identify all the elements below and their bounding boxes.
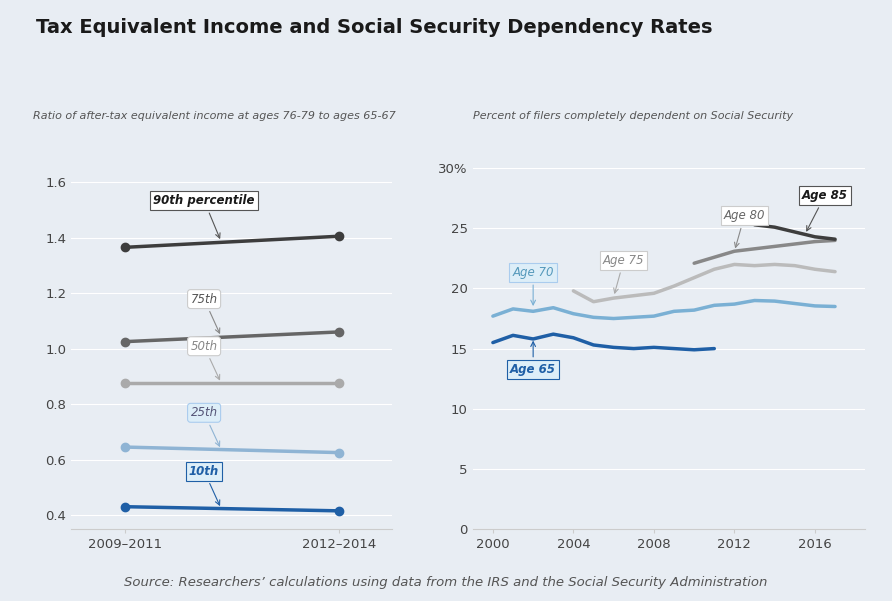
Text: Source: Researchers’ calculations using data from the IRS and the Social Securit: Source: Researchers’ calculations using … <box>124 576 768 589</box>
Text: Percent of filers completely dependent on Social Security: Percent of filers completely dependent o… <box>473 111 793 121</box>
Text: 50th: 50th <box>191 340 219 380</box>
Text: 75th: 75th <box>191 293 219 333</box>
Text: 90th percentile: 90th percentile <box>153 194 255 238</box>
Text: Age 80: Age 80 <box>723 209 765 248</box>
Text: Age 65: Age 65 <box>510 342 556 376</box>
Text: Age 85: Age 85 <box>802 189 848 231</box>
Text: Age 70: Age 70 <box>512 266 554 305</box>
Text: Ratio of after-tax equivalent income at ages 76-79 to ages 65-67: Ratio of after-tax equivalent income at … <box>33 111 395 121</box>
Text: Age 75: Age 75 <box>603 254 644 293</box>
Text: 10th: 10th <box>189 465 219 505</box>
Text: Tax Equivalent Income and Social Security Dependency Rates: Tax Equivalent Income and Social Securit… <box>36 18 712 37</box>
Text: 25th: 25th <box>191 406 219 446</box>
